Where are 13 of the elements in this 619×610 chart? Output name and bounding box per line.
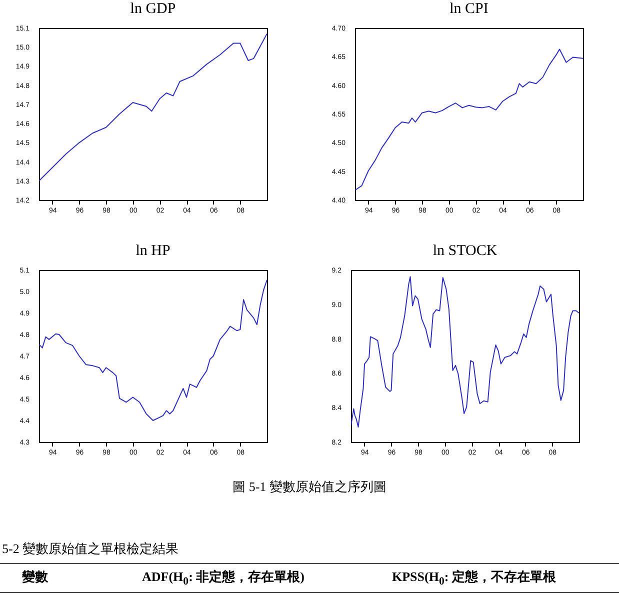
text: 5-2 變數原始值之單根檢定結果 xyxy=(2,540,180,558)
line-series xyxy=(351,276,579,428)
line-series xyxy=(355,48,583,191)
chart-title: ln CPI xyxy=(450,1,488,17)
text: KPSS(H$_{0}$: 定態，不存在單根 xyxy=(392,568,556,588)
line-series xyxy=(39,33,267,182)
text: ADF(H$_{0}$: 非定態，存在單根) xyxy=(142,568,306,588)
chart-title: ln STOCK xyxy=(432,243,498,259)
chart-title: ln GDP xyxy=(130,1,176,17)
text: 變數 xyxy=(21,568,49,586)
line-series xyxy=(39,279,267,421)
chart-title: ln HP xyxy=(136,243,170,259)
caption: 圖 5-1 變數原始值之序列圖 xyxy=(232,478,388,496)
